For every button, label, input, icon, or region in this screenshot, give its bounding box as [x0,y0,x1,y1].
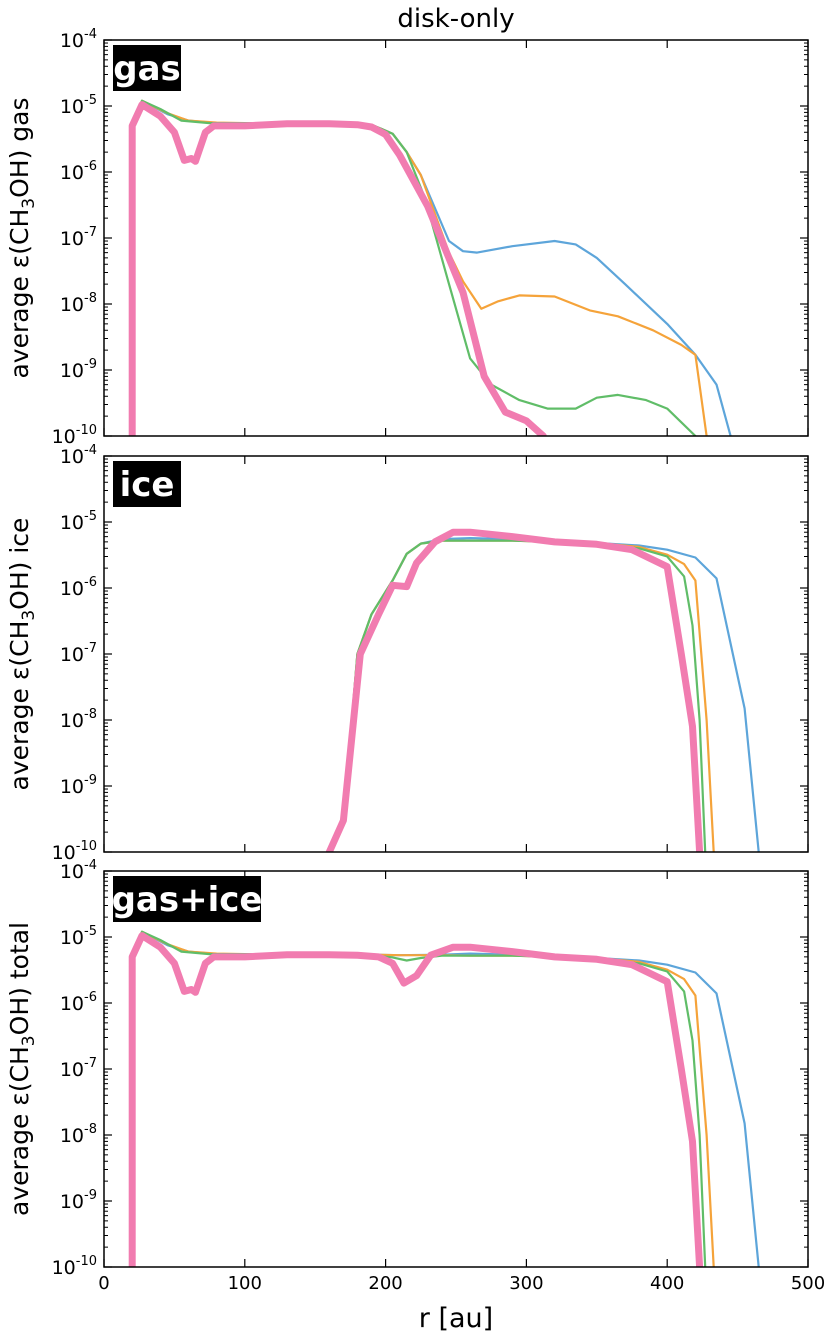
plot-frame [103,870,809,1268]
x-tick-label: 500 [791,1273,825,1294]
y-tick-label: 10-4 [60,443,97,468]
panel-gas: 10-10 10-9 10-8 10-7 10-6 10-5 10-4 gas average … [5,27,809,448]
y-tick-label: 10-9 [60,357,97,382]
series-group [128,930,760,1267]
plot-frame [103,39,809,437]
plot-frame [103,455,809,853]
x-tick-label: 200 [368,1273,402,1294]
y-tick-label: 10-9 [60,1188,97,1213]
x-tick-label: 100 [228,1273,262,1294]
panel-label: ice [120,465,175,505]
panel-ice: 10-10 10-9 10-8 10-7 10-6 10-5 10-4 ice average … [5,443,809,864]
y-tick-label: 10-4 [60,27,97,52]
y-tick-label: 10-10 [52,839,97,864]
series-line-3 [328,539,707,852]
y-tick-label: 10-5 [60,93,97,118]
y-axis-label: average ε(CH3OH) total [5,922,39,1216]
y-tick-label: 10-6 [60,159,97,184]
y-tick-label: 10-10 [52,423,97,448]
y-tick-label: 10-4 [60,858,97,883]
panel-label-box [113,461,181,507]
y-tick-label: 10-7 [60,225,97,250]
figure-title: disk-only [397,4,514,34]
series-line-1 [131,99,732,436]
y-tick-label: 10-8 [60,1122,97,1147]
series-line-3 [131,930,707,1267]
y-tick-label: 10-7 [60,641,97,666]
y-axis-label: average ε(CH3OH) ice [5,518,39,791]
y-tick-label: 10-8 [60,707,97,732]
y-tick-label: 10-5 [60,509,97,534]
y-tick-label: 10-8 [60,291,97,316]
series-line-2 [131,930,715,1267]
y-tick-label: 10-5 [60,924,97,949]
y-tick-label: 10-10 [52,1254,97,1279]
y-tick-label: 10-7 [60,1056,97,1081]
panel-label: gas [113,49,181,89]
series-group [325,528,760,852]
x-tick-label: 300 [509,1273,543,1294]
series-line-4 [128,101,547,436]
y-axis-label: average ε(CH3OH) gas [5,97,39,378]
x-tick-label: 400 [650,1273,684,1294]
series-line-3 [131,99,697,436]
y-tick-label: 10-6 [60,990,97,1015]
panel-label-box [113,876,261,922]
panels: 10-10 10-9 10-8 10-7 10-6 10-5 10-4 gas average … [5,27,825,1294]
series-group [128,99,732,436]
series-line-2 [328,539,715,852]
x-tick-label: 0 [98,1273,109,1294]
series-line-2 [131,99,708,436]
series-line-4 [128,932,704,1267]
y-tick-label: 10-6 [60,575,97,600]
panel-label-box [113,45,181,91]
panel-label: gas+ice [112,880,263,920]
y-tick-label: 10-9 [60,773,97,798]
panel-gas-ice: 10-10 10-9 10-8 10-7 10-6 10-5 10-4 0 100 200 300 4… [5,858,825,1294]
series-line-4 [325,528,704,852]
x-axis-label: r [au] [419,1303,493,1334]
